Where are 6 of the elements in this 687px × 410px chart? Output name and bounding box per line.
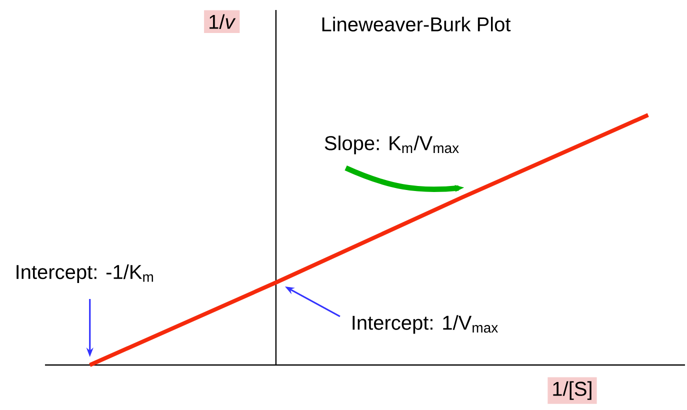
chart-title: Lineweaver-Burk Plot <box>322 16 511 32</box>
annotation: Intercept: 1/V$_{max}$ <box>352 315 498 334</box>
x-axis-title: 1/[S] <box>553 381 592 400</box>
annotation: Slope: K$_{m}$/V$_{max}$ <box>324 136 459 154</box>
y-axis-title: 1/v <box>210 14 236 29</box>
annotation: Intercept: -1/K$_{m}$ <box>16 264 153 284</box>
